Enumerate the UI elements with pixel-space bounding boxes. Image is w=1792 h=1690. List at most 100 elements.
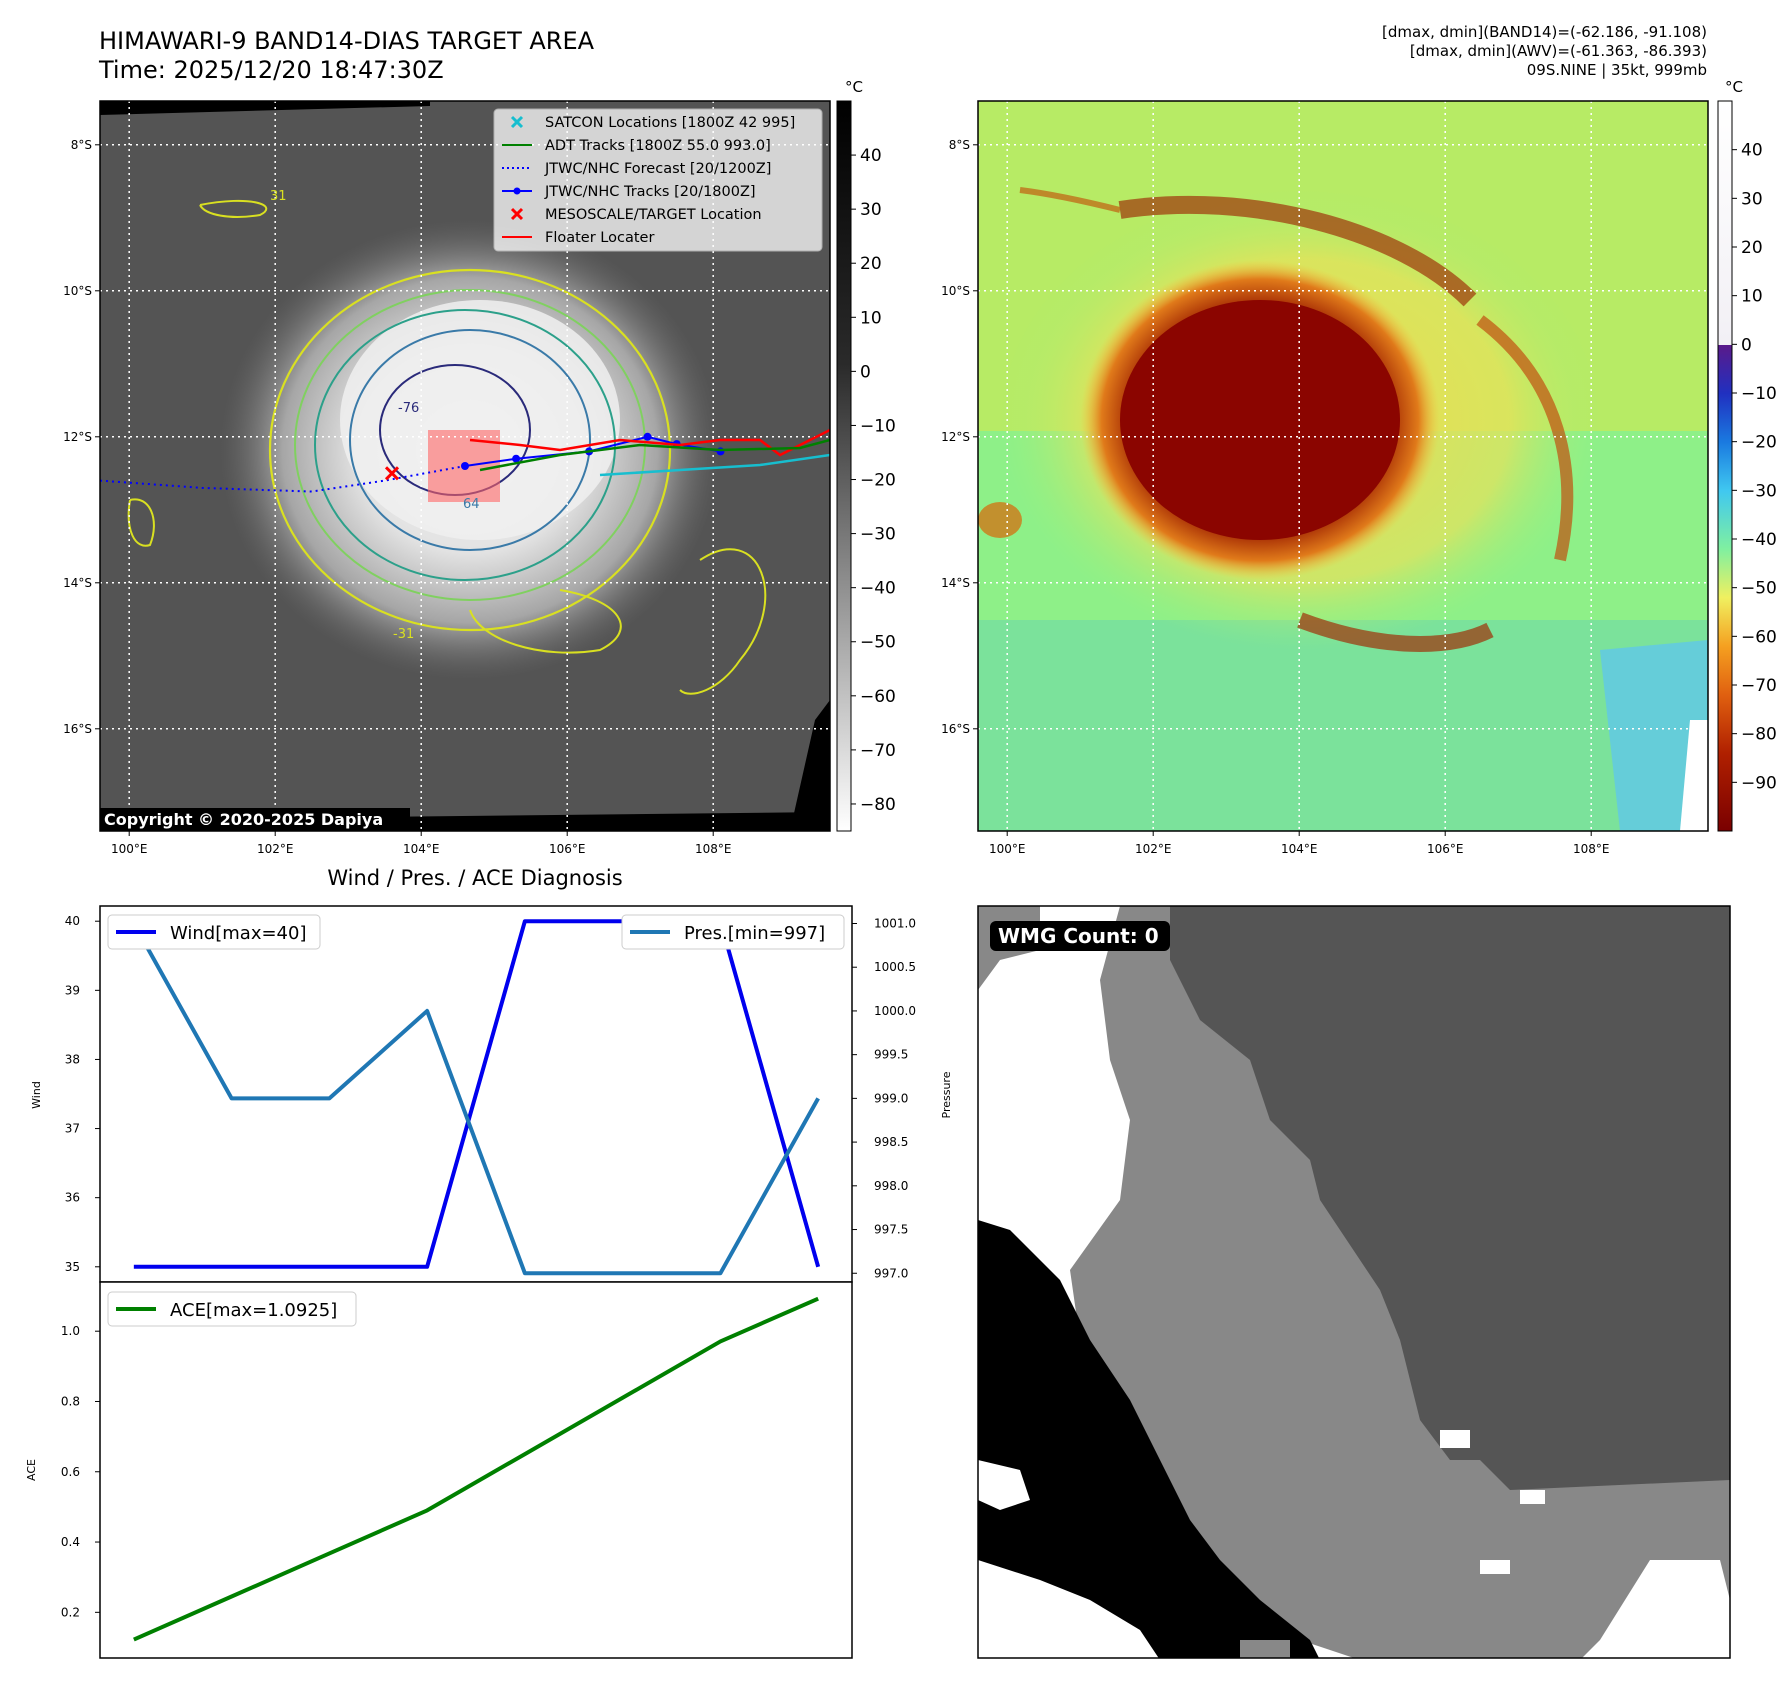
colorbar-tick-label: 40	[860, 146, 882, 166]
ir-legend-label: JTWC/NHC Tracks [20/1800Z]	[544, 184, 756, 200]
awv-panel	[978, 101, 1708, 831]
y-tick-label: 36	[65, 1191, 80, 1205]
colorbar-tick-label: −30	[860, 525, 896, 545]
jtwc-track-point	[461, 462, 469, 470]
colorbar-tick-label: −50	[1741, 579, 1777, 599]
awv-colorbar-unit: °C	[1725, 78, 1743, 96]
wmg-badge-text: WMG Count: 0	[998, 924, 1159, 948]
pressure-axis-label: Pressure	[940, 1071, 953, 1118]
lon-tick-label: 108°E	[1573, 842, 1610, 856]
pressure-legend-label: Pres.[min=997]	[684, 923, 825, 944]
y-tick-label: 0.2	[61, 1605, 80, 1619]
colorbar-tick-label: −60	[860, 687, 896, 707]
colorbar-tick-label: 30	[860, 200, 882, 220]
ir-colorbar-unit: °C	[845, 78, 863, 96]
y-tick-label: 40	[65, 914, 80, 928]
lon-tick-label: 104°E	[1281, 842, 1318, 856]
y-tick-label: 38	[65, 1052, 80, 1066]
wind-legend: Wind[max=40]	[107, 914, 321, 950]
colorbar-tick-label: −10	[860, 416, 896, 436]
colorbar-tick-label: 0	[1741, 335, 1752, 355]
contour-label: 31	[270, 189, 287, 204]
colorbar-tick-label: −20	[1741, 433, 1777, 453]
lon-tick-label: 106°E	[549, 842, 586, 856]
lat-tick-label: 14°S	[941, 576, 970, 590]
lon-tick-label: 102°E	[257, 842, 294, 856]
wind-legend-label: Wind[max=40]	[170, 923, 307, 944]
lat-tick-label: 12°S	[63, 430, 92, 444]
y-tick-label: 0.4	[61, 1535, 80, 1549]
pressure-legend: Pres.[min=997]	[621, 914, 845, 950]
lat-tick-label: 14°S	[63, 576, 92, 590]
y2-tick-label: 998.0	[874, 1179, 908, 1193]
lon-tick-label: 100°E	[111, 842, 148, 856]
ir-legend-label: MESOSCALE/TARGET Location	[545, 207, 762, 223]
y-tick-label: 35	[65, 1260, 80, 1274]
ir-legend-label: SATCON Locations [1800Z 42 995]	[545, 115, 795, 131]
ir-legend-label: ADT Tracks [1800Z 55.0 993.0]	[545, 138, 771, 154]
info-awv-range: [dmax, dmin](AWV)=(-61.363, -86.393)	[1409, 42, 1707, 60]
lon-tick-label: 106°E	[1427, 842, 1464, 856]
figure-title: HIMAWARI-9 BAND14-DIAS TARGET AREA	[99, 27, 595, 55]
y2-tick-label: 997.5	[874, 1223, 908, 1237]
lon-tick-label: 104°E	[403, 842, 440, 856]
ace-axis-label: ACE	[25, 1459, 38, 1481]
figure-time: Time: 2025/12/20 18:47:30Z	[99, 56, 444, 84]
colorbar-tick-label: −40	[860, 579, 896, 599]
colorbar-tick-label: −80	[1741, 725, 1777, 745]
wmg-badge	[990, 921, 1170, 951]
jtwc-forecast-line	[100, 465, 466, 493]
ir-legend-label: JTWC/NHC Forecast [20/1200Z]	[544, 161, 771, 177]
y2-tick-label: 999.5	[874, 1048, 908, 1062]
colorbar-tick-label: −60	[1741, 627, 1777, 647]
contour-label: -31	[393, 627, 414, 642]
contour-label: 64	[463, 497, 480, 512]
y2-tick-label: 999.0	[874, 1091, 908, 1105]
ir-colorbar	[836, 100, 852, 832]
ir-legend-item: JTWC/NHC Tracks [20/1800Z]	[502, 184, 756, 200]
y2-tick-label: 1000.0	[874, 1004, 916, 1018]
lat-tick-label: 16°S	[63, 722, 92, 736]
copyright-text: Copyright © 2020-2025 Dapiya	[104, 810, 383, 829]
ace-legend: ACE[max=1.0925]	[107, 1291, 357, 1327]
floater-track-line	[469, 428, 830, 457]
y2-tick-label: 997.0	[874, 1266, 908, 1280]
colorbar-tick-label: 20	[860, 254, 882, 274]
wmg-panel	[978, 906, 1730, 1658]
ir-legend-item: JTWC/NHC Forecast [20/1200Z]	[502, 161, 771, 177]
ir-legend: SATCON Locations [1800Z 42 995] ADT Track…	[493, 108, 823, 252]
lon-tick-label: 108°E	[695, 842, 732, 856]
ir-panel: -76 64 -31 31 SATCON Locations [1800Z 42…	[100, 101, 830, 831]
ir-legend-item: SATCON Locations [1800Z 42 995]	[510, 115, 795, 131]
ir-legend-label: Floater Locater	[545, 230, 654, 246]
ace-series-line	[133, 1296, 819, 1642]
y-tick-label: 37	[65, 1122, 80, 1136]
colorbar-tick-label: −10	[1741, 384, 1777, 404]
colorbar-tick-label: −70	[1741, 676, 1777, 696]
jtwc-track-point	[512, 454, 521, 463]
colorbar-tick-label: −50	[860, 633, 896, 653]
colorbar-tick-label: −20	[860, 471, 896, 491]
ir-legend-item: ADT Tracks [1800Z 55.0 993.0]	[502, 138, 771, 154]
lat-tick-label: 16°S	[941, 722, 970, 736]
lat-tick-label: 10°S	[941, 284, 970, 298]
wind-axis-label: Wind	[30, 1081, 43, 1109]
colorbar-tick-label: −40	[1741, 530, 1777, 550]
y-tick-label: 0.8	[61, 1394, 80, 1408]
y-tick-label: 0.6	[61, 1465, 80, 1479]
y2-tick-label: 1001.0	[874, 916, 916, 930]
awv-colorbar-lower	[1718, 345, 1732, 831]
awv-colorbar-upper	[1718, 101, 1732, 345]
lat-tick-label: 12°S	[941, 430, 970, 444]
info-band14-range: [dmax, dmin](BAND14)=(-62.186, -91.108)	[1382, 23, 1707, 41]
colorbar-tick-label: −80	[860, 795, 896, 815]
colorbar-tick-label: 20	[1741, 238, 1763, 258]
jtwc-track-point	[643, 432, 652, 441]
ace-legend-label: ACE[max=1.0925]	[170, 1300, 337, 1321]
colorbar-tick-label: 10	[1741, 287, 1763, 307]
lon-tick-label: 102°E	[1135, 842, 1172, 856]
y2-tick-label: 1000.5	[874, 960, 916, 974]
adt-track-line	[479, 438, 830, 472]
lat-tick-label: 8°S	[71, 138, 92, 152]
